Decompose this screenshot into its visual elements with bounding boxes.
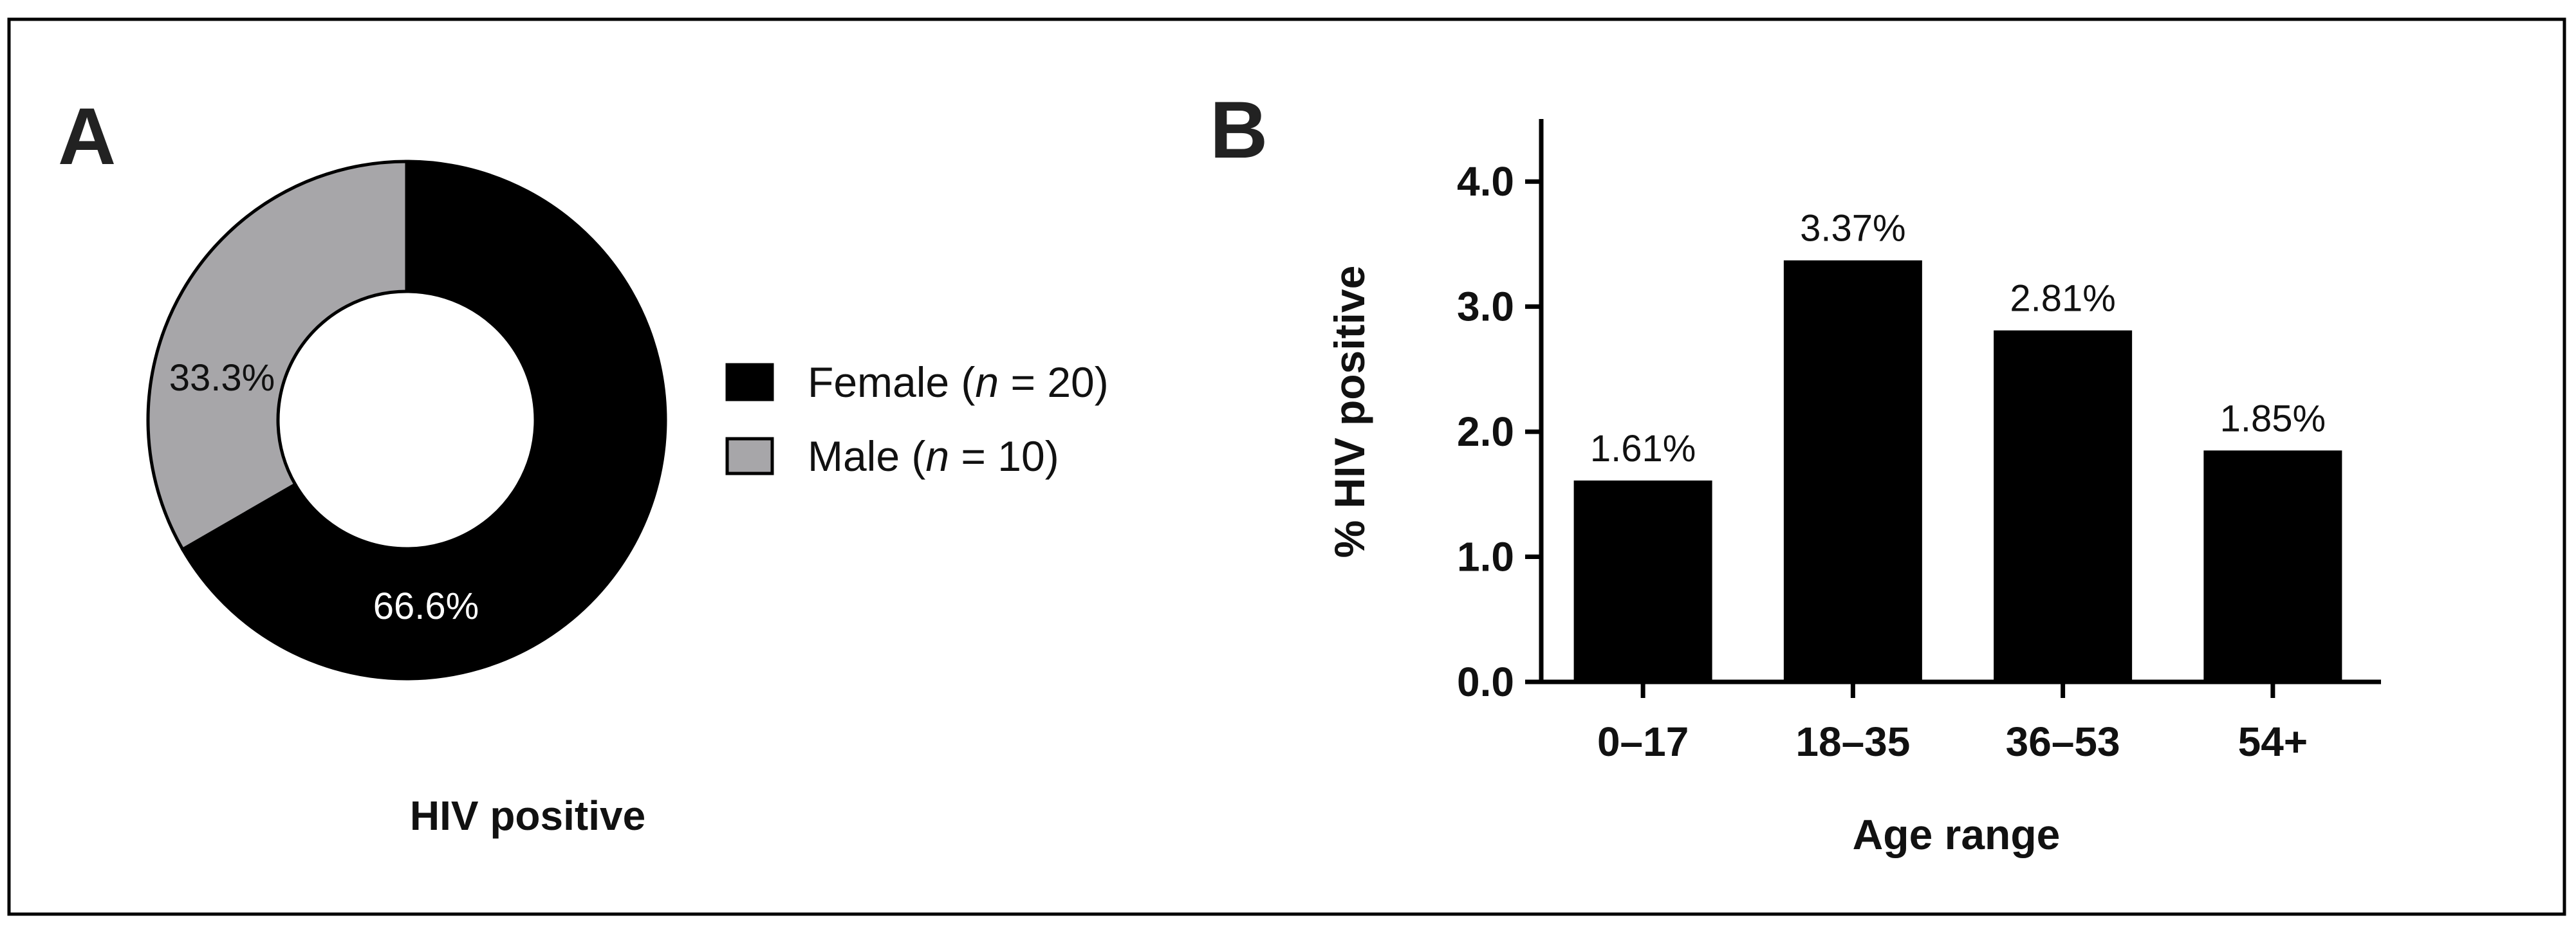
bar-data-label: 1.61%: [1590, 428, 1696, 470]
bar: [1573, 480, 1712, 682]
bar-chart: 0.0 1.0 2.0 3.0 4.0 1.61% 0–17 3.37% 18–35 2.81% 3…: [1457, 119, 2381, 765]
figure-frame: [7, 17, 2566, 916]
y-tick-label: 2.0: [1457, 408, 1514, 455]
legend-label-female: Female (n = 20): [808, 358, 1109, 406]
bar: [1994, 330, 2133, 682]
legend-label-male: Male (n = 10): [808, 432, 1059, 480]
y-tick-label: 4.0: [1457, 158, 1514, 205]
y-tick-label: 1.0: [1457, 534, 1514, 580]
legend: Female (n = 20) Male (n = 10): [725, 358, 1109, 480]
bar: [2203, 450, 2342, 682]
panel-b: B 0.0 1.0 2.0 3.0 4.0 1.61% 0–17 3.37% 18–35 2.81…: [1210, 86, 2381, 858]
x-tick-label: 54+: [2238, 719, 2308, 765]
donut-label-female: 66.6%: [373, 585, 479, 627]
legend-swatch-female: [725, 363, 774, 401]
donut-chart: [146, 160, 667, 681]
x-axis-title: Age range: [1853, 811, 2061, 858]
panel-a: A 33.3% 66.6% HIV positive Female (n = 2…: [58, 92, 1109, 839]
bar-data-label: 1.85%: [2220, 398, 2326, 439]
donut-slice-male: [146, 160, 409, 552]
x-tick-label: 18–35: [1795, 719, 1910, 765]
x-tick-label: 36–53: [2006, 719, 2120, 765]
y-tick-label: 0.0: [1457, 659, 1514, 705]
donut-slice-female: [180, 160, 667, 681]
legend-item-female: Female (n = 20): [725, 358, 1109, 406]
bar: [1783, 260, 1922, 682]
bar-data-label: 3.37%: [1800, 208, 1905, 250]
donut-title: HIV positive: [410, 793, 645, 839]
legend-swatch-male: [725, 437, 774, 475]
y-tick-label: 3.0: [1457, 284, 1514, 330]
panel-b-label: B: [1210, 86, 1268, 175]
bar-data-label: 2.81%: [2010, 278, 2115, 320]
legend-item-male: Male (n = 10): [725, 432, 1059, 480]
x-tick-label: 0–17: [1597, 719, 1689, 765]
y-axis-title: % HIV positive: [1326, 266, 1373, 558]
panel-a-label: A: [58, 92, 116, 181]
donut-label-male: 33.3%: [169, 357, 275, 399]
